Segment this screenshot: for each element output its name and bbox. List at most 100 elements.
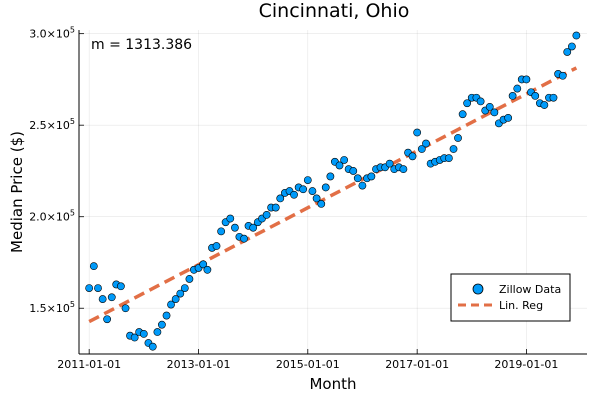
data-point [199,260,208,269]
data-point [353,174,362,183]
chart-title: Cincinnati, Ohio [259,0,410,22]
data-point [130,333,139,342]
data-point [349,167,358,175]
data-point [167,300,175,309]
data-point [276,194,285,203]
y-tick-exponent: 5 [70,300,75,309]
x-tick-label: 2017-01-01 [385,358,449,371]
data-point [98,295,107,303]
data-point [153,328,162,336]
data-point [335,161,344,170]
data-point [567,42,576,51]
x-tick-label: 2019-01-01 [494,358,558,371]
regression-layer [88,66,578,324]
y-tick-mantissa: 1.5×10 [29,302,70,315]
data-point [476,97,485,106]
data-point [458,110,467,119]
data-point [444,154,453,163]
data-point [417,145,426,153]
data-point [176,289,185,298]
data-point [308,187,317,195]
slope-annotation: m = 1313.386 [91,37,192,53]
data-point [217,227,226,236]
grid [79,30,587,354]
x-axis-label: Month [309,375,356,393]
data-point [116,282,125,291]
data-point [290,190,298,199]
data-point [303,176,312,185]
y-tick-label: 2.5×105 [29,117,75,132]
legend: Zillow Data Lin. Reg [450,273,571,322]
legend-label-regression: Lin. Reg [499,299,543,312]
data-point [549,93,558,102]
y-tick-mantissa: 3.0×10 [29,28,70,41]
y-tick-mantissa: 2.5×10 [29,119,70,132]
data-point [162,311,171,320]
data-point [408,152,417,161]
data-point [454,134,462,142]
legend-label-zillow: Zillow Data [499,283,561,296]
data-point [413,128,422,137]
data-point [180,284,189,293]
data-point [299,185,308,194]
data-point [358,181,367,190]
data-point [508,91,517,100]
legend-box [450,273,571,322]
y-tick-exponent: 5 [70,26,75,35]
data-point [522,75,531,84]
data-point [94,284,102,293]
data-point [558,71,567,80]
x-tick-label: 2011-01-01 [57,358,121,371]
data-point [326,172,335,181]
y-axis-label: Median Price ($) [8,131,26,253]
y-tick-label: 2.0×105 [29,209,75,224]
data-point [139,329,148,338]
data-point [185,275,194,283]
data-point [121,304,130,313]
data-point [262,210,271,219]
data-point [572,31,581,40]
data-point [385,159,394,168]
data-point [107,293,116,302]
scatter-points [85,31,581,351]
data-point [485,102,494,111]
data-point [321,183,330,192]
data-point [367,172,376,181]
data-point [312,194,321,203]
data-point [103,315,112,324]
data-point [449,145,458,153]
data-point [148,342,157,351]
y-tick-label: 1.5×105 [29,300,75,315]
data-point [399,165,408,174]
data-point [340,156,349,164]
x-tick-label: 2013-01-01 [167,358,231,371]
data-point [271,203,280,212]
legend-marker-zillow [472,283,484,295]
data-point [85,284,94,293]
data-point [226,214,235,223]
data-point [531,91,540,100]
data-point [563,48,572,56]
data-point [463,99,472,108]
data-point [89,262,98,271]
data-point [240,234,248,243]
data-point [317,199,326,208]
data-point [171,295,180,303]
y-tick-mantissa: 2.0×10 [29,211,70,224]
data-point [490,108,499,117]
y-tick-exponent: 5 [70,117,75,126]
x-tick-label: 2015-01-01 [276,358,340,371]
data-point [231,223,239,232]
data-point [513,84,522,93]
data-point [504,113,513,122]
data-point [203,265,212,274]
data-point [422,139,430,148]
data-point [249,223,258,232]
regression-line [88,66,578,324]
y-tick-exponent: 5 [70,209,75,218]
y-tick-label: 3.0×105 [29,26,75,41]
data-point [212,242,221,250]
